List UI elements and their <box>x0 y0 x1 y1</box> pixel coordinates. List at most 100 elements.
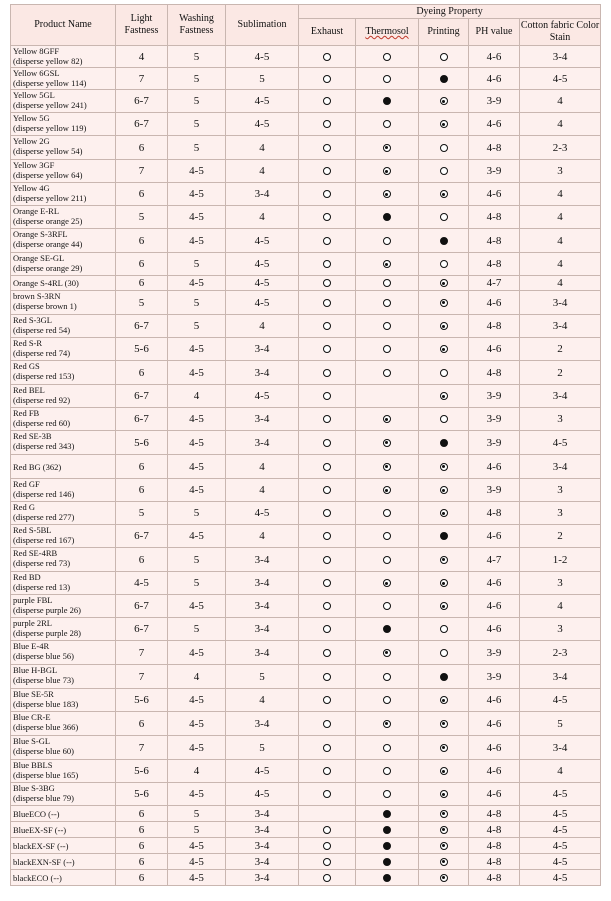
cotton-stain-value: 4 <box>518 89 602 113</box>
table-row: Red S-5BL (disperse red 167) 6-7 4-5 4 4-6 2 <box>10 524 602 548</box>
open-circle-icon <box>323 143 331 152</box>
disperse-code: (disperse blue 165) <box>13 770 79 780</box>
printing-cell <box>418 617 469 641</box>
printing-cell <box>418 430 469 455</box>
exhaust-cell <box>298 640 356 665</box>
open-circle-icon <box>323 743 331 752</box>
thermosol-cell <box>355 805 419 822</box>
open-circle-icon <box>383 509 391 518</box>
product-name-cell: blackECO (--) <box>10 869 116 886</box>
product-name-cell: brown S-3RN (disperse brown 1) <box>10 290 116 315</box>
light-fastness-value: 5-6 <box>115 759 168 783</box>
dotted-circle-icon <box>439 873 448 882</box>
washing-fastness-value: 4-5 <box>167 337 226 361</box>
exhaust-cell <box>298 384 356 408</box>
open-circle-icon <box>383 743 391 752</box>
product-name-cell: BlueEX-SF (--) <box>10 821 116 838</box>
light-fastness-value: 6 <box>115 228 168 253</box>
washing-fastness-value: 4-5 <box>167 837 226 854</box>
printing-cell <box>418 205 469 229</box>
product-name-cell: Yellow 8GFF (disperse yellow 82) <box>10 45 116 68</box>
thermosol-cell <box>355 853 419 870</box>
ph-value: 4-8 <box>468 252 520 276</box>
table-row: blackECO (--) 6 4-5 3-4 4-8 4-5 <box>10 869 602 886</box>
washing-fastness-value: 4-5 <box>167 853 226 870</box>
cotton-stain-value: 5 <box>518 711 602 736</box>
washing-fastness-value: 5 <box>167 67 226 90</box>
open-circle-icon <box>383 602 391 611</box>
ph-value: 3-9 <box>468 430 520 455</box>
product-name: Orange E-RL <box>13 206 60 217</box>
disperse-code: (disperse blue 60) <box>13 746 74 756</box>
cotton-stain-value: 4 <box>518 275 602 291</box>
exhaust-cell <box>298 45 356 68</box>
product-name: Blue H-BGL <box>13 665 58 676</box>
sublimation-value: 4 <box>225 454 299 479</box>
table-body: Yellow 8GFF (disperse yellow 82) 4 5 4-5 4-6 3… <box>10 45 602 886</box>
open-circle-icon <box>439 648 448 657</box>
washing-fastness-value: 4-5 <box>167 205 226 229</box>
exhaust-cell <box>298 782 356 806</box>
open-circle-icon <box>323 509 331 518</box>
table-row: Red BEL (disperse red 92) 6-7 4 4-5 3-9 3-4 <box>10 384 602 408</box>
printing-cell <box>418 869 469 886</box>
light-fastness-value: 6 <box>115 135 168 160</box>
ph-value: 4-8 <box>468 869 520 886</box>
light-fastness-value: 6 <box>115 275 168 291</box>
product-name-cell: Red BEL (disperse red 92) <box>10 384 116 408</box>
disperse-code: (disperse yellow 54) <box>13 146 83 156</box>
light-fastness-value: 4-5 <box>115 571 168 595</box>
filled-circle-icon <box>383 97 391 106</box>
open-circle-icon <box>439 260 448 269</box>
open-circle-icon <box>383 345 391 354</box>
filled-circle-icon <box>439 438 448 447</box>
open-circle-icon <box>323 672 331 681</box>
open-circle-icon <box>383 532 391 541</box>
table-row: Red GF (disperse red 146) 6 4-5 4 3-9 3 <box>10 478 602 502</box>
ph-value: 4-6 <box>468 67 520 90</box>
printing-cell <box>418 759 469 783</box>
open-circle-icon <box>439 167 448 176</box>
washing-fastness-value: 5 <box>167 571 226 595</box>
open-circle-icon <box>383 236 391 245</box>
thermosol-cell <box>355 617 419 641</box>
open-circle-icon <box>323 555 331 564</box>
printing-cell <box>418 524 469 548</box>
product-name-cell: Red S-R (disperse red 74) <box>10 337 116 361</box>
printing-cell <box>418 454 469 479</box>
open-circle-icon <box>383 52 391 61</box>
sublimation-value: 5 <box>225 67 299 90</box>
sublimation-value: 4-5 <box>225 89 299 113</box>
product-name-cell: Blue H-BGL (disperse blue 73) <box>10 664 116 689</box>
disperse-code: (disperse orange 29) <box>13 263 83 273</box>
open-circle-icon <box>383 279 391 288</box>
cotton-stain-value: 4-5 <box>518 853 602 870</box>
printing-cell <box>418 664 469 689</box>
table-row: purple 2RL (disperse purple 28) 6-7 5 3-4 4-6… <box>10 617 602 641</box>
washing-fastness-value: 4 <box>167 664 226 689</box>
product-name: Yellow 5GL <box>13 90 55 101</box>
printing-cell <box>418 314 469 338</box>
cotton-stain-value: 3-4 <box>518 664 602 689</box>
table-row: Yellow 5GL (disperse yellow 241) 6-7 5 4-5 3-… <box>10 89 602 113</box>
sublimation-value: 3-4 <box>225 869 299 886</box>
washing-fastness-value: 4-5 <box>167 688 226 712</box>
sublimation-value: 3-4 <box>225 805 299 822</box>
exhaust-cell <box>298 837 356 854</box>
dotted-circle-icon <box>383 438 391 447</box>
cotton-stain-value: 3 <box>518 501 602 525</box>
sublimation-value: 3-4 <box>225 594 299 618</box>
filled-circle-icon <box>439 236 448 245</box>
washing-fastness-value: 4-5 <box>167 735 226 760</box>
product-name-cell: Yellow 5GL (disperse yellow 241) <box>10 89 116 113</box>
light-fastness-value: 5-6 <box>115 430 168 455</box>
table-row: Red BD (disperse red 13) 4-5 5 3-4 4-6 3 <box>10 571 602 595</box>
table-row: Blue S-GL (disperse blue 60) 7 4-5 5 4-6 3-4 <box>10 735 602 760</box>
thermosol-cell <box>355 688 419 712</box>
light-fastness-value: 5 <box>115 205 168 229</box>
open-circle-icon <box>323 719 331 728</box>
product-name-cell: Red BG (362) <box>10 454 116 479</box>
sublimation-value: 4-5 <box>225 384 299 408</box>
product-name: Blue SE-5R <box>13 689 54 700</box>
table-row: Blue S-3BG (disperse blue 79) 5-6 4-5 4-5 4-6… <box>10 782 602 806</box>
